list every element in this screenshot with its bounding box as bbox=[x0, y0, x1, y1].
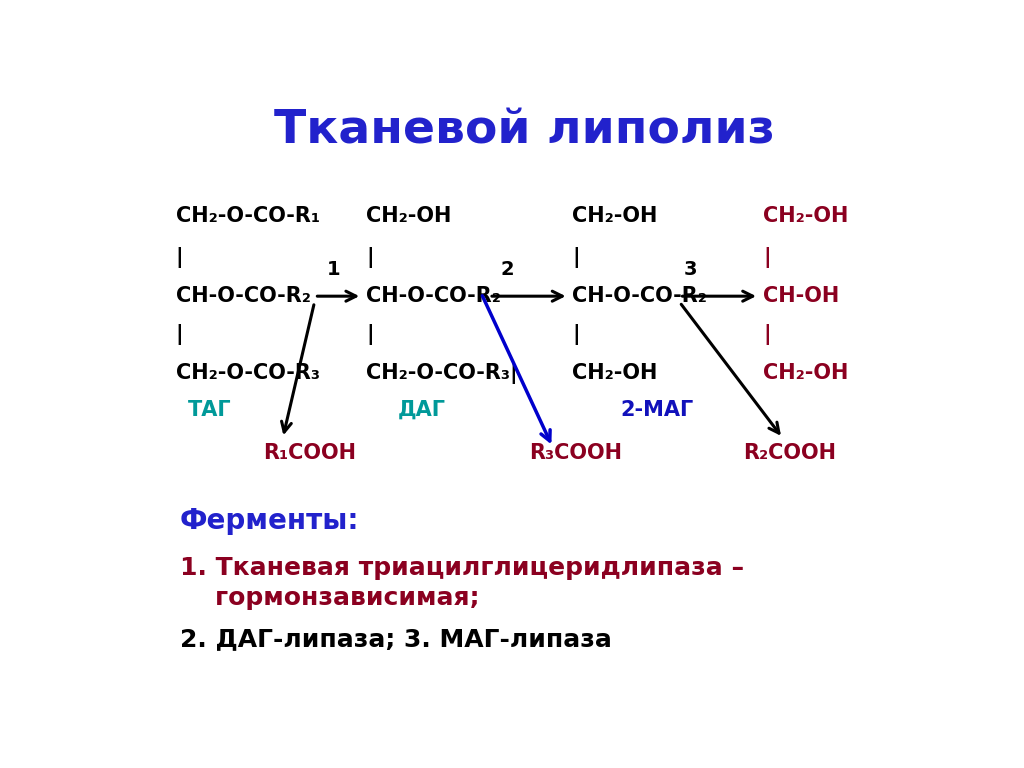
Text: CH-O-CO-R₂: CH-O-CO-R₂ bbox=[572, 286, 708, 306]
Text: ДАГ: ДАГ bbox=[397, 399, 445, 420]
Text: |: | bbox=[176, 247, 183, 268]
Text: 1: 1 bbox=[327, 260, 340, 279]
Text: CH₂-O-CO-R₁: CH₂-O-CO-R₁ bbox=[176, 207, 319, 227]
Text: 3: 3 bbox=[684, 260, 697, 279]
Text: |: | bbox=[763, 247, 770, 268]
Text: CH-OH: CH-OH bbox=[763, 286, 839, 306]
Text: CH-O-CO-R₂: CH-O-CO-R₂ bbox=[176, 286, 310, 306]
Text: CH₂-OH: CH₂-OH bbox=[763, 363, 848, 383]
Text: CH-O-CO-R₂: CH-O-CO-R₂ bbox=[367, 286, 501, 306]
Text: CH₂-O-CO-R₃|: CH₂-O-CO-R₃| bbox=[367, 362, 518, 383]
Text: CH₂-OH: CH₂-OH bbox=[367, 207, 452, 227]
Text: CH₂-OH: CH₂-OH bbox=[572, 363, 657, 383]
Text: |: | bbox=[763, 324, 770, 345]
Text: R₁COOH: R₁COOH bbox=[263, 443, 356, 463]
Text: Ферменты:: Ферменты: bbox=[179, 507, 359, 535]
Text: 2. ДАГ-липаза; 3. МАГ-липаза: 2. ДАГ-липаза; 3. МАГ-липаза bbox=[179, 627, 611, 651]
Text: CH₂-O-CO-R₃: CH₂-O-CO-R₃ bbox=[176, 363, 319, 383]
Text: 2-МАГ: 2-МАГ bbox=[621, 399, 693, 420]
Text: CH₂-OH: CH₂-OH bbox=[572, 207, 657, 227]
Text: |: | bbox=[367, 247, 374, 268]
Text: |: | bbox=[572, 324, 580, 345]
Text: |: | bbox=[367, 324, 374, 345]
Text: CH₂-OH: CH₂-OH bbox=[763, 207, 848, 227]
Text: |: | bbox=[176, 324, 183, 345]
Text: |: | bbox=[572, 247, 580, 268]
Text: R₃COOH: R₃COOH bbox=[528, 443, 622, 463]
Text: 2: 2 bbox=[501, 260, 515, 279]
Text: 1. Тканевая триацилглицеридлипаза –: 1. Тканевая триацилглицеридлипаза – bbox=[179, 556, 743, 580]
Text: гормонзависимая;: гормонзависимая; bbox=[179, 586, 479, 610]
Text: Тканевой липолиз: Тканевой липолиз bbox=[274, 108, 775, 153]
Text: ТАГ: ТАГ bbox=[187, 399, 231, 420]
Text: R₂COOH: R₂COOH bbox=[743, 443, 836, 463]
